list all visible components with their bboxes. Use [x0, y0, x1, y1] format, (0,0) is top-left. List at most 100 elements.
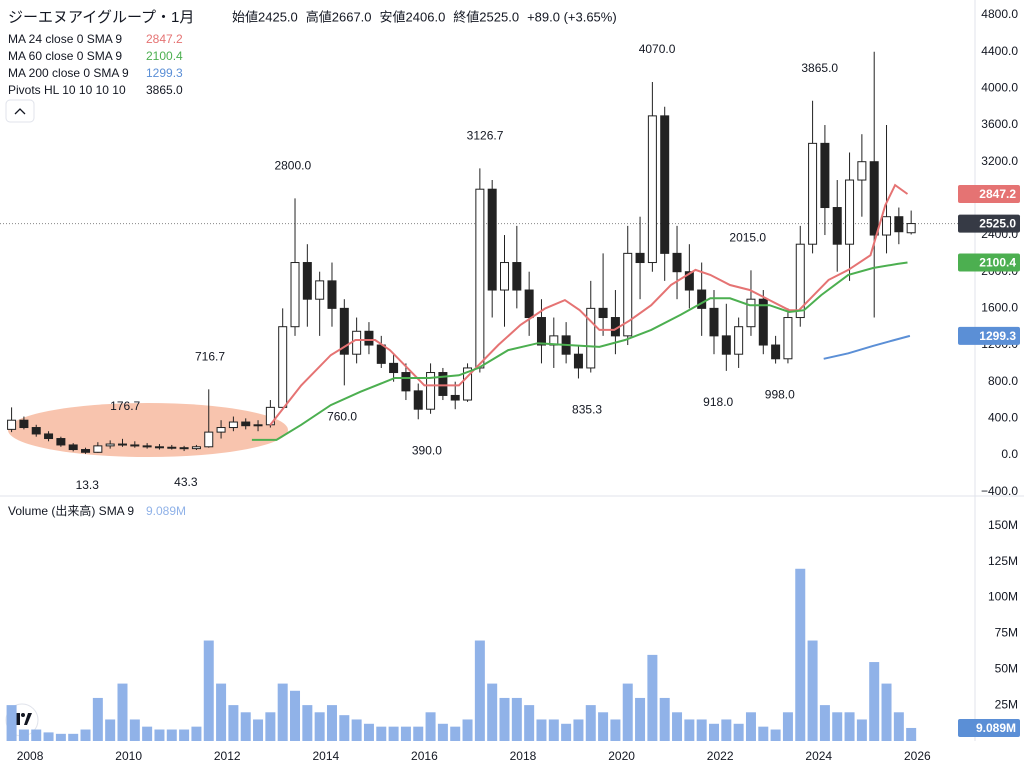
candle-body [660, 115, 670, 254]
volume-bar [561, 723, 572, 741]
candle-body [500, 262, 510, 291]
volume-bar [425, 712, 436, 741]
candle-body [142, 445, 152, 448]
ohlc-value: 終値2525.0 [453, 9, 519, 24]
candle-body [68, 444, 78, 451]
candle-body [191, 446, 201, 450]
candle-body [771, 344, 781, 360]
volume-bar [129, 719, 140, 741]
candle-body [413, 390, 423, 410]
legend-value: 2847.2 [146, 32, 183, 46]
volume-bar [782, 712, 793, 741]
volume-bar [548, 719, 559, 741]
volume-bar [536, 719, 547, 741]
candle-body [7, 419, 17, 430]
volume-bar [117, 683, 128, 741]
candle-body [376, 344, 386, 364]
volume-bar [363, 723, 374, 741]
x-tick-label: 2022 [707, 749, 734, 763]
volume-bar [6, 705, 17, 741]
volume-bar [511, 697, 522, 741]
candle-body [216, 427, 226, 433]
candle-body [536, 317, 546, 346]
volume-bar [339, 715, 350, 741]
legend-name: MA 60 close 0 SMA 9 [8, 49, 122, 63]
x-tick-label: 2020 [608, 749, 635, 763]
candle-body [315, 280, 325, 300]
y-tick-label: 400.0 [988, 411, 1018, 425]
x-tick-label: 2026 [904, 749, 931, 763]
candle-body [647, 115, 657, 264]
pivot-label: 390.0 [412, 443, 442, 457]
candle-body [573, 353, 583, 369]
candle-body [758, 298, 768, 346]
candle-body [795, 243, 805, 319]
x-tick-label: 2012 [214, 749, 241, 763]
y-tick-label: −400.0 [981, 484, 1018, 498]
candle-body [364, 330, 374, 346]
volume-bar [265, 712, 276, 741]
candle-body [783, 317, 793, 360]
volume-bar [659, 697, 670, 741]
legend-value: 9.089M [146, 504, 186, 518]
volume-bar [388, 726, 399, 741]
candle-body [179, 447, 189, 450]
volume-bar [869, 662, 880, 741]
x-tick-label: 2024 [805, 749, 832, 763]
pivot-label: 2015.0 [729, 230, 766, 244]
volume-bar [43, 732, 54, 741]
ohlc-value: 安値2406.0 [380, 9, 446, 24]
volume-bar [55, 733, 66, 741]
candle-body [130, 444, 140, 447]
candle-body [463, 367, 473, 401]
candle-body [117, 443, 127, 446]
ma-line [823, 334, 911, 360]
candle-body [426, 372, 436, 410]
volume-bar [413, 726, 424, 741]
volume-bar [745, 712, 756, 741]
volume-bar [733, 723, 744, 741]
collapse-button[interactable] [5, 99, 35, 123]
volume-bar [622, 683, 633, 741]
volume-bar [672, 712, 683, 741]
candle-body [672, 252, 682, 273]
y-tick-label: 1600.0 [981, 301, 1018, 315]
volume-tick-label: 150M [988, 518, 1018, 532]
candle-body [524, 289, 534, 319]
volume-bar [832, 712, 843, 741]
candle-body [623, 252, 633, 337]
candle-body [253, 424, 263, 427]
volume-bar [437, 723, 448, 741]
volume-bar [819, 705, 830, 741]
candle-body [487, 188, 497, 291]
candle-body [154, 446, 164, 449]
volume-bar [684, 719, 695, 741]
volume-bar [191, 726, 202, 741]
volume-bar [179, 729, 190, 741]
candle-body [512, 262, 522, 291]
volume-bar [585, 705, 596, 741]
candle-body [869, 161, 879, 236]
volume-bar [487, 683, 498, 741]
volume-tick-label: 50M [995, 661, 1018, 675]
legend-name: Pivots HL 10 10 10 10 [8, 83, 126, 97]
candle-body [598, 307, 608, 319]
candle-body [820, 142, 830, 209]
volume-bar [844, 712, 855, 741]
legend-name: Volume (出来高) SMA 9 [8, 503, 134, 518]
price-badge-label: 1299.3 [979, 329, 1016, 343]
x-tick-label: 2018 [510, 749, 537, 763]
pivot-label: 13.3 [76, 478, 100, 492]
candle-body [339, 307, 349, 355]
candle-body [586, 307, 596, 369]
candle-body [302, 262, 312, 300]
candle-body [105, 443, 115, 447]
volume-bar [893, 712, 904, 741]
volume-bar [302, 705, 313, 741]
ohlc-value: 高値2667.0 [306, 9, 372, 24]
volume-bar [400, 726, 411, 741]
volume-bar [807, 640, 818, 741]
candle-body [93, 445, 103, 453]
legend-name: MA 24 close 0 SMA 9 [8, 32, 122, 46]
volume-bar [228, 705, 239, 741]
